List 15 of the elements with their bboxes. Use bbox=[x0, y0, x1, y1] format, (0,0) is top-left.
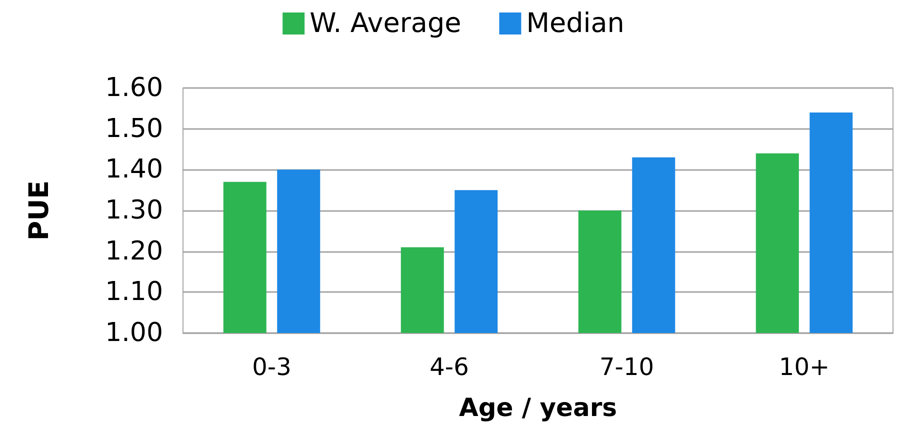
x-tick-label: 10+ bbox=[778, 353, 830, 381]
x-tick-label: 7-10 bbox=[600, 353, 654, 381]
y-tick-label: 1.60 bbox=[105, 73, 163, 103]
x-tick-label: 0-3 bbox=[252, 353, 292, 381]
y-tick-label: 1.00 bbox=[105, 318, 163, 348]
legend-label: Median bbox=[526, 8, 624, 39]
y-tick-label: 1.40 bbox=[105, 154, 163, 185]
y-tick-label: 1.30 bbox=[105, 196, 163, 226]
x-tick-label: 4-6 bbox=[430, 353, 469, 381]
y-tick-label: 1.20 bbox=[105, 236, 163, 266]
y-tick-label: 1.50 bbox=[105, 114, 163, 144]
x-axis-title: Age / years bbox=[458, 393, 618, 422]
y-tick-label: 1.10 bbox=[105, 277, 163, 308]
y-axis-title: PUE bbox=[24, 180, 55, 241]
legend-label: W. Average bbox=[310, 8, 462, 39]
